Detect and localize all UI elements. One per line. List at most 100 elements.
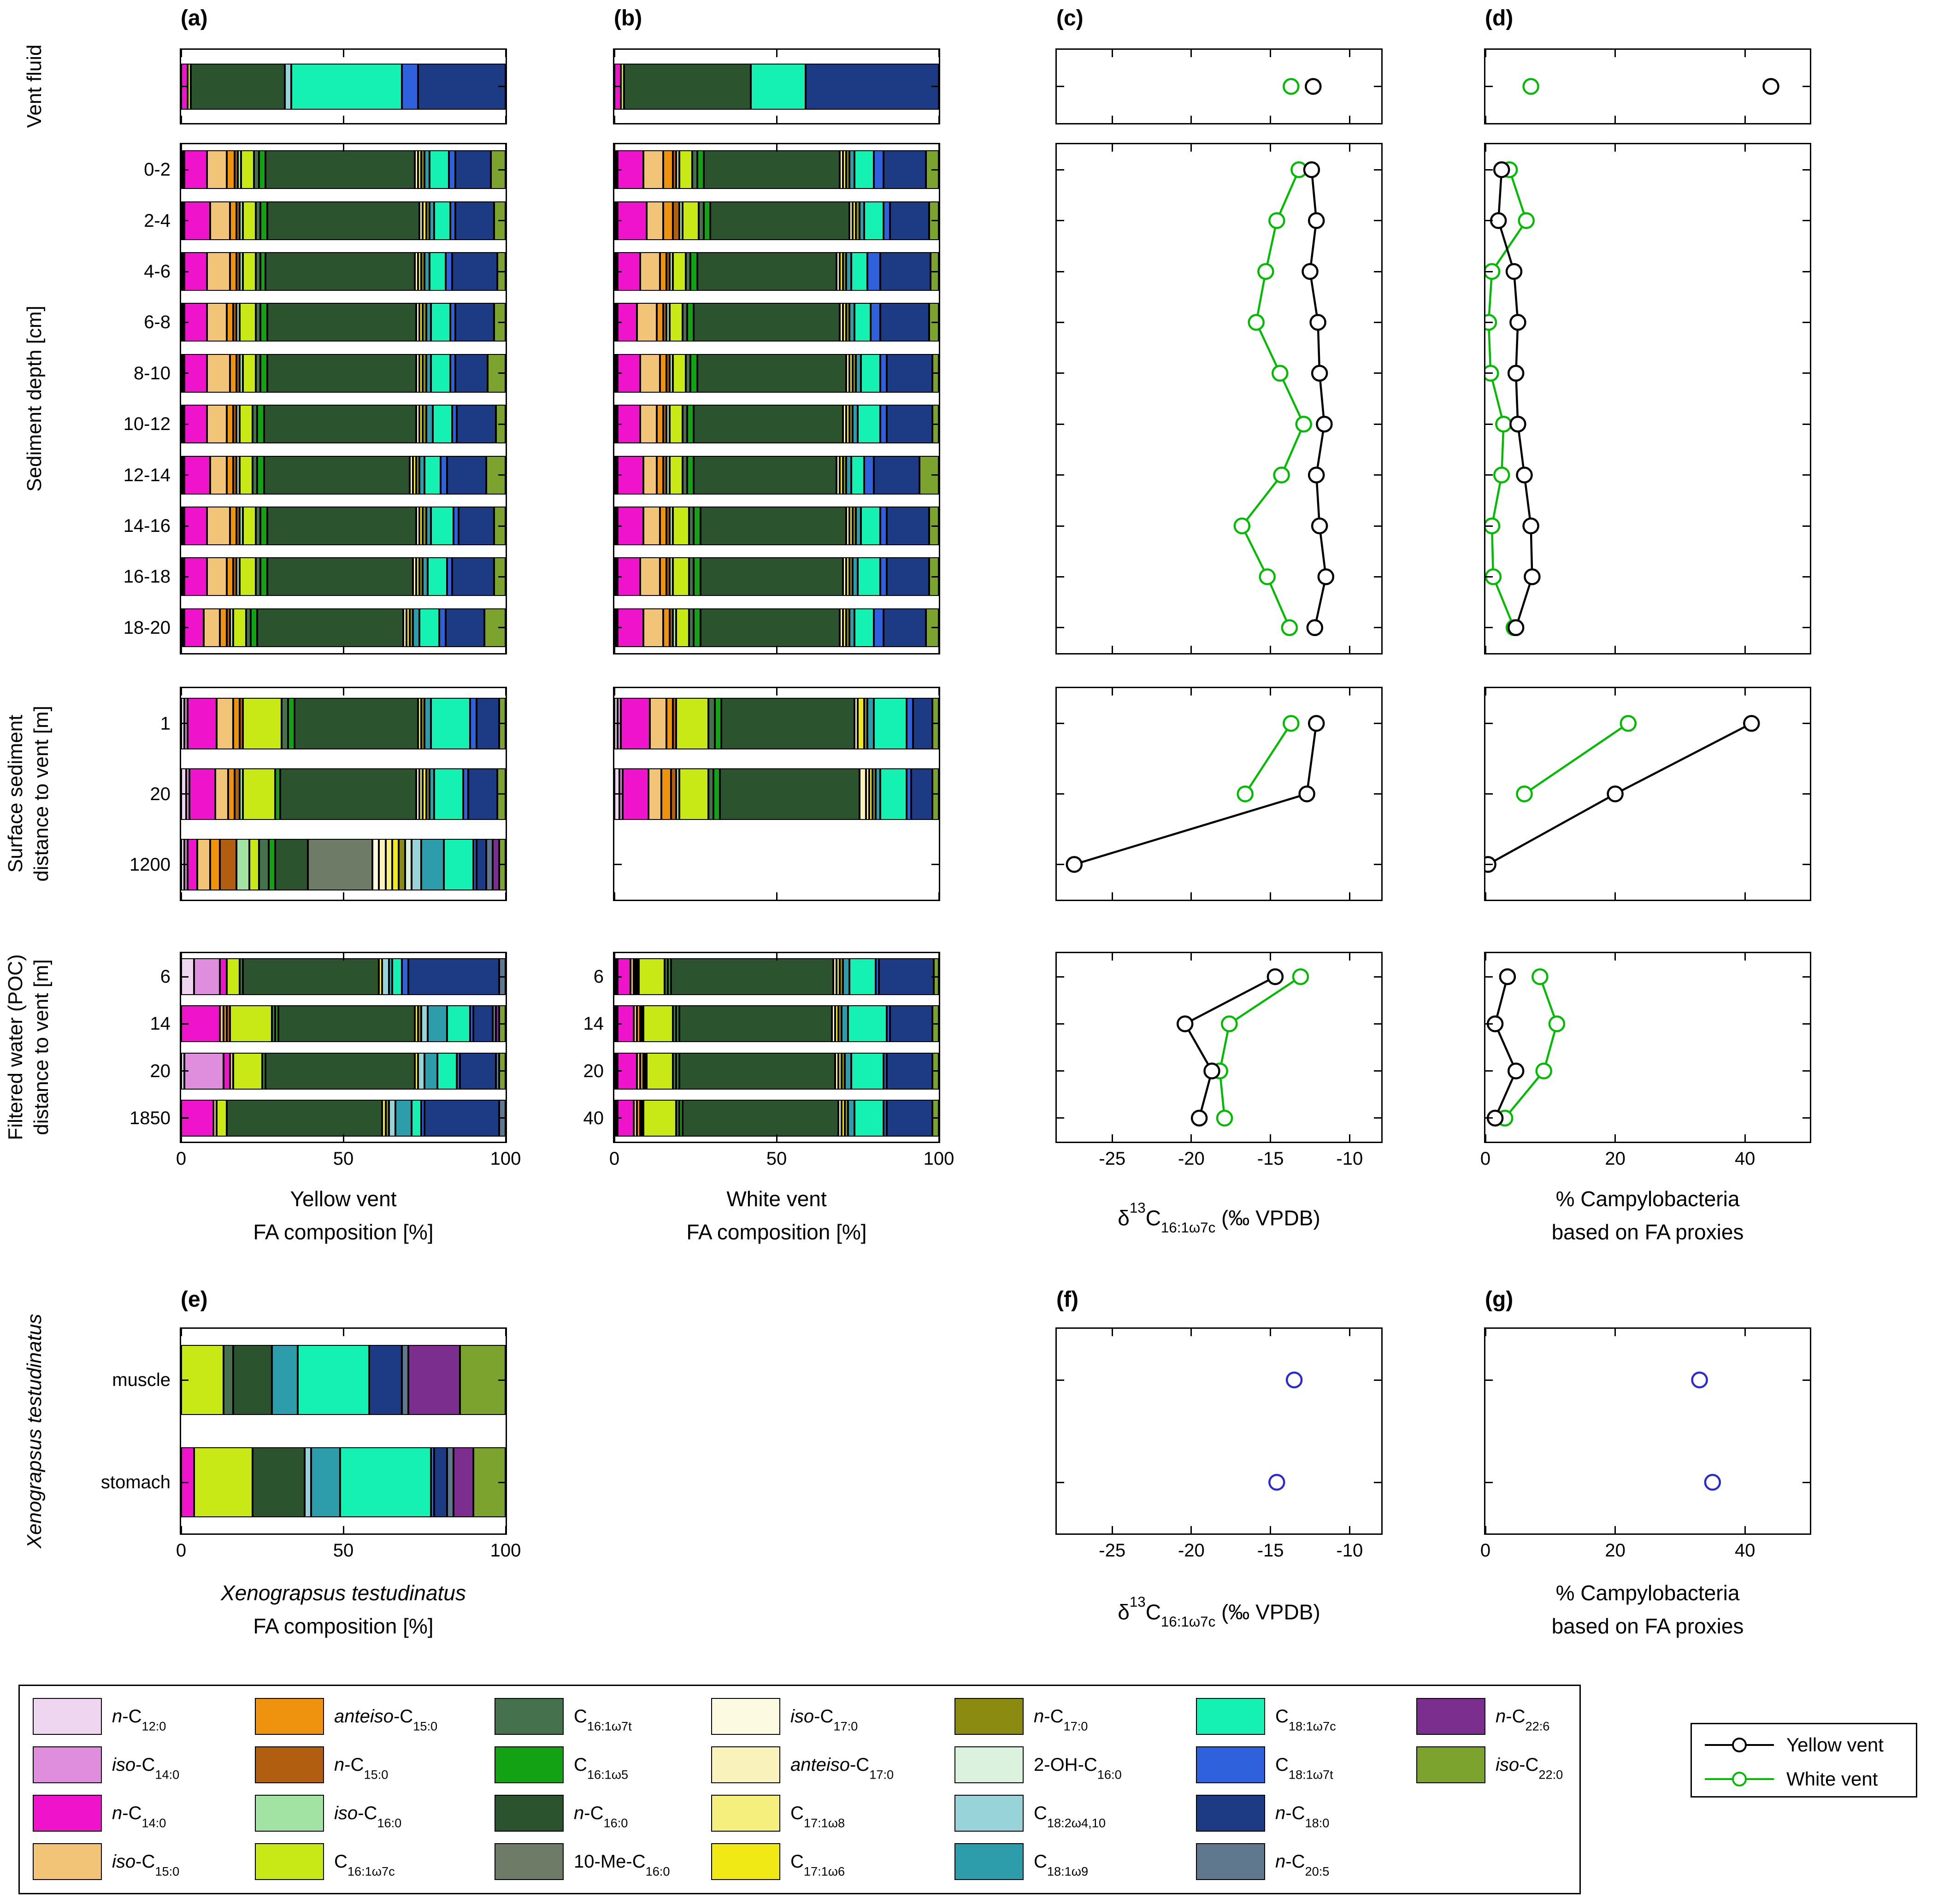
- x-tick-label: 50: [333, 1540, 354, 1561]
- marker-white-vent: [1295, 415, 1312, 433]
- segment-n-C17:0: [849, 557, 853, 596]
- x-tick: [342, 116, 344, 123]
- segment-C18:1ω7c: [431, 697, 470, 749]
- y-tick: [614, 372, 622, 374]
- segment-n-C18:0: [418, 63, 506, 110]
- segment-n-C18:0: [890, 201, 929, 240]
- y-tick: [1485, 976, 1493, 978]
- segment-n-C18:0: [884, 608, 926, 647]
- segment-n-C18:0: [452, 557, 495, 596]
- marker-yellow-vent: [1308, 715, 1325, 732]
- y-tick: [614, 474, 622, 476]
- segment-iso-C15:0: [650, 697, 666, 749]
- segment-C18:1ω7c: [851, 455, 865, 495]
- fatty-acid-legend: n-C12:0 iso-C14:0 n-C14:0 iso-C15:0 anteiso-…: [18, 1685, 1581, 1894]
- segment-C16:1ω5: [260, 201, 267, 240]
- segment-anteiso-C17:0: [846, 507, 850, 545]
- segment-C17:1ω6: [423, 768, 426, 820]
- segment-C16:1ω7t: [272, 1005, 276, 1043]
- y-tick: [1803, 576, 1810, 578]
- line-white-vent: [1487, 169, 1528, 628]
- segment-n-C15:0: [663, 303, 666, 342]
- x-tick-label: 0: [609, 1149, 620, 1169]
- segment-iso-C22:0: [488, 354, 506, 393]
- y-tick: [181, 1023, 188, 1025]
- segment-C18:1ω7t: [880, 557, 887, 596]
- x-tick: [342, 1526, 344, 1533]
- marker-yellow-vent: [1176, 1015, 1194, 1032]
- x-tick: [342, 953, 344, 961]
- y-tick: [1057, 372, 1064, 374]
- segment-n-C15:0: [236, 201, 240, 240]
- marker-crab: [1691, 1371, 1708, 1389]
- vpdb-unit: (‰ VPDB): [1215, 1206, 1320, 1230]
- panel-c-sediment-plot: [1055, 143, 1383, 654]
- y-tick: [498, 423, 506, 425]
- segment-n-C16:0: [624, 63, 751, 110]
- segment-n-C15:0: [635, 958, 637, 996]
- y-tick: [1485, 220, 1493, 222]
- axis-title-a-line1: Yellow vent: [290, 1187, 397, 1211]
- marker-white-vent: [1271, 365, 1289, 382]
- group-label-sediment-text: Sediment depth [cm]: [23, 306, 46, 492]
- panel-g-crab-plot: [1484, 1327, 1811, 1535]
- segment-n-C17:0: [853, 507, 856, 545]
- marker-white-vent: [1257, 263, 1274, 280]
- x-tick: [776, 646, 778, 653]
- segment-C18:1ω7t: [452, 405, 457, 444]
- segment-n-C15:0: [672, 697, 676, 749]
- y-tick: [931, 976, 939, 978]
- segment-C18:1ω7t: [880, 405, 887, 444]
- y-tick: [498, 321, 506, 323]
- y-tick-label: 2-4: [144, 210, 171, 231]
- segment-C18:1ω7c: [429, 252, 446, 291]
- segment-n-C18:0: [911, 768, 932, 820]
- segment-iso-C16:0: [236, 455, 240, 495]
- x-tick: [613, 1134, 615, 1142]
- segment-n-C17:0: [838, 1005, 842, 1043]
- segment-iso-C16:0: [666, 455, 670, 495]
- segment-iso-C15:0: [230, 1052, 233, 1090]
- segment-C16:1ω7c: [233, 608, 246, 647]
- y-tick: [498, 576, 506, 578]
- segment-iso-C15:0: [647, 201, 663, 240]
- stacked-bar-20: [181, 768, 506, 820]
- legend-swatch-n-C22:6: [1416, 1698, 1485, 1735]
- y-tick: [1485, 1023, 1493, 1025]
- segment-n-C17:0: [853, 354, 856, 393]
- segment-anteiso-C15:0: [660, 507, 666, 545]
- segment-anteiso-C15:0: [656, 455, 663, 495]
- axis-title-b-line1: White vent: [726, 1187, 827, 1211]
- stacked-bar-2-4: [614, 201, 939, 240]
- x-tick-label: 100: [923, 1149, 954, 1169]
- marker-yellow-vent: [1266, 968, 1284, 985]
- x-tick: [1349, 1134, 1350, 1142]
- segment-anteiso-C15:0: [210, 838, 220, 890]
- y-tick-label: 16-18: [123, 566, 171, 587]
- segment-iso-C15:0: [643, 507, 660, 545]
- segment-n-C16:0: [267, 557, 413, 596]
- segment-C17:1ω6: [382, 1099, 386, 1137]
- marker-yellow-vent: [1762, 78, 1779, 95]
- x-tick: [776, 144, 778, 152]
- segment-C18:1ω7t: [421, 1099, 424, 1137]
- x-tick: [1349, 1329, 1350, 1336]
- marker-yellow-vent: [1490, 212, 1507, 229]
- marker-white-vent: [1283, 715, 1300, 732]
- legend-swatch-C18:1ω7c: [1196, 1698, 1265, 1735]
- x-tick: [1614, 646, 1616, 653]
- y-tick-label: 1200: [130, 854, 171, 875]
- x-tick: [1190, 116, 1192, 123]
- line-yellow-vent: [1074, 723, 1318, 866]
- box-c-poc-series: [1176, 968, 1309, 1127]
- marker-yellow-vent: [1298, 785, 1315, 802]
- segment-n-C18:0: [476, 838, 486, 890]
- stacked-bar-4-6: [614, 252, 939, 291]
- marker-yellow-vent: [1317, 568, 1335, 585]
- segment-C16:1ω7t: [682, 303, 688, 342]
- segment-C16:1ω5: [260, 557, 267, 596]
- x-tick: [1744, 116, 1746, 123]
- segment-n-C16:0: [694, 303, 840, 342]
- x-tick-label: 100: [490, 1149, 521, 1169]
- segment-n-C16:0: [267, 354, 417, 393]
